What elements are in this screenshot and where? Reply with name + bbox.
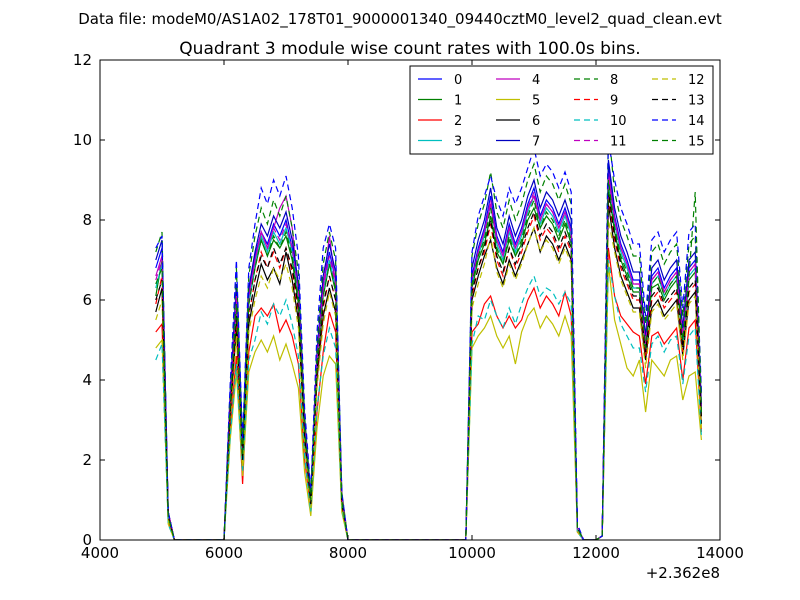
x-tick-label: 4000: [81, 544, 119, 562]
legend-label-7: 7: [532, 135, 540, 150]
y-tick-label: 0: [82, 531, 92, 549]
x-tick-label: 10000: [448, 544, 496, 562]
legend-label-15: 15: [688, 135, 705, 150]
legend-label-10: 10: [610, 114, 627, 129]
legend-label-14: 14: [688, 114, 705, 129]
series-line-15: [155, 179, 702, 540]
legend-label-3: 3: [454, 135, 462, 150]
x-tick-label: 14000: [696, 544, 744, 562]
legend-label-9: 9: [610, 94, 618, 109]
legend-label-13: 13: [688, 94, 705, 109]
legend-label-11: 11: [610, 135, 627, 150]
y-tick-label: 8: [82, 211, 92, 229]
figure-suptitle: Data file: modeM0/AS1A02_178T01_90000013…: [78, 10, 722, 29]
y-tick-label: 12: [73, 51, 92, 69]
x-offset-label: +2.362e8: [646, 564, 720, 582]
y-tick-label: 10: [73, 131, 92, 149]
legend-label-0: 0: [454, 73, 462, 88]
x-tick-label: 6000: [205, 544, 243, 562]
series-layer: [155, 127, 702, 540]
legend-label-4: 4: [532, 73, 540, 88]
legend-label-8: 8: [610, 73, 618, 88]
y-tick-label: 2: [82, 451, 92, 469]
legend-label-5: 5: [532, 94, 540, 109]
x-tick-label: 12000: [572, 544, 620, 562]
legend-label-12: 12: [688, 73, 705, 88]
y-tick-label: 6: [82, 291, 92, 309]
legend-frame: [409, 65, 714, 155]
legend-label-1: 1: [454, 94, 462, 109]
legend-label-6: 6: [532, 114, 540, 129]
chart-title: Quadrant 3 module wise count rates with …: [179, 39, 640, 59]
x-tick-label: 8000: [329, 544, 367, 562]
legend-label-2: 2: [454, 114, 462, 129]
y-tick-label: 4: [82, 371, 92, 389]
series-line-10: [155, 259, 702, 540]
